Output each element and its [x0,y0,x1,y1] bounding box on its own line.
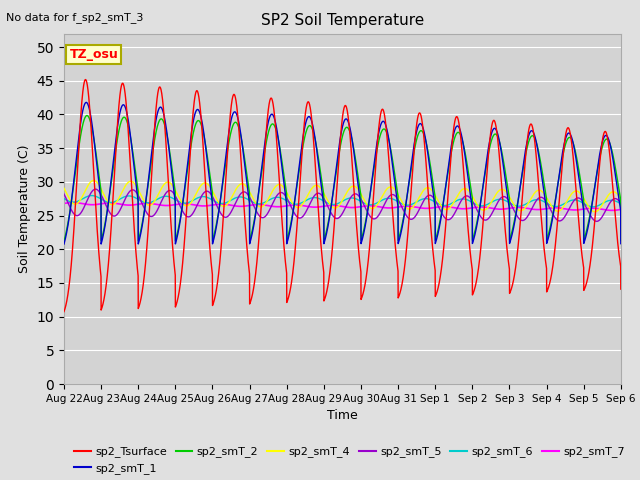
Y-axis label: Soil Temperature (C): Soil Temperature (C) [18,144,31,273]
X-axis label: Time: Time [327,409,358,422]
Text: TZ_osu: TZ_osu [70,48,118,61]
Text: No data for f_sp2_smT_3: No data for f_sp2_smT_3 [6,12,144,23]
Legend: sp2_Tsurface, sp2_smT_1, sp2_smT_2, sp2_smT_4, sp2_smT_5, sp2_smT_6, sp2_smT_7: sp2_Tsurface, sp2_smT_1, sp2_smT_2, sp2_… [70,442,629,479]
Title: SP2 Soil Temperature: SP2 Soil Temperature [260,13,424,28]
